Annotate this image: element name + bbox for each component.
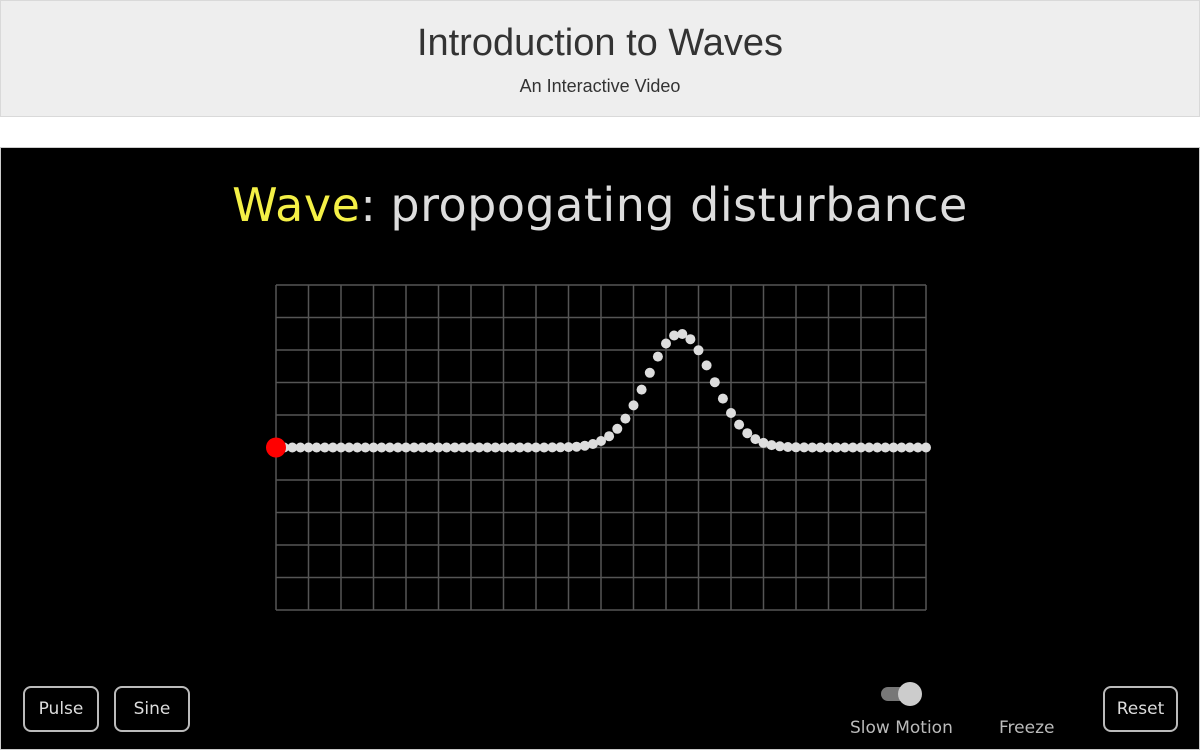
string-dot (376, 442, 387, 453)
string-dot (709, 377, 720, 388)
string-dot (522, 442, 533, 453)
string-dot (864, 442, 875, 453)
string-dot (758, 437, 769, 448)
title-definition: propogating disturbance (390, 178, 968, 232)
string-dot (644, 367, 655, 378)
string-dot (847, 442, 858, 453)
string-dot (661, 338, 671, 349)
string-dot (555, 442, 566, 453)
wave-simulation[interactable] (1, 148, 1199, 749)
title-colon: : (360, 178, 377, 232)
page-title: Introduction to Waves (416, 22, 784, 64)
string-dot (823, 442, 834, 453)
string-dots (266, 329, 931, 458)
string-dot (742, 428, 753, 439)
string-dot (831, 442, 842, 453)
string-dot (425, 442, 436, 453)
string-dot (726, 408, 736, 418)
string-dot (677, 329, 688, 339)
string-dot (474, 442, 485, 453)
string-dot (669, 330, 680, 341)
string-dot (750, 434, 761, 445)
string-dot (311, 442, 322, 453)
string-dot (888, 442, 899, 453)
string-dot (344, 442, 355, 453)
string-dot (579, 440, 590, 451)
wave-stage: Wave: propogating disturbance Pulse Sine … (0, 147, 1200, 750)
string-dot (807, 442, 818, 453)
string-dot (612, 423, 623, 434)
string-dot (799, 442, 810, 453)
source-dot (266, 437, 286, 458)
string-dot (368, 442, 379, 453)
string-dot (685, 334, 696, 345)
string-dot (774, 441, 785, 452)
string-dot (912, 442, 923, 453)
string-dot (490, 442, 501, 453)
string-dot (401, 442, 411, 453)
string-dot (506, 442, 517, 453)
string-dot (587, 439, 598, 449)
stage-title: Wave: propogating disturbance (1, 178, 1199, 232)
string-dot (441, 442, 452, 453)
string-dot (449, 442, 460, 453)
string-dot (571, 441, 582, 452)
string-dot (384, 442, 395, 453)
string-dot (303, 442, 314, 453)
string-dot (336, 442, 346, 453)
string-dot (596, 436, 606, 446)
slow-motion-label: Slow Motion (850, 718, 953, 738)
string-dot (921, 442, 931, 453)
string-dot (734, 419, 745, 430)
string-dot (904, 442, 915, 453)
string-dot (327, 442, 338, 453)
string-dot (295, 442, 306, 453)
string-dot (417, 442, 428, 453)
toggle-knob (898, 682, 922, 706)
string-dot (701, 360, 712, 371)
string-dot (880, 442, 891, 453)
string-dot (547, 442, 558, 453)
string-dot (514, 442, 525, 453)
string-dot (352, 442, 363, 453)
string-dot (466, 442, 476, 453)
string-dot (604, 431, 615, 442)
string-dot (360, 442, 371, 453)
string-dot (563, 442, 574, 453)
string-dot (628, 400, 639, 411)
string-dot (766, 440, 777, 451)
title-term: Wave (232, 178, 361, 232)
string-dot (457, 442, 468, 453)
string-dot (815, 442, 826, 453)
page-subtitle: An Interactive Video (519, 76, 681, 96)
string-dot (856, 442, 866, 453)
string-dot (791, 442, 801, 453)
string-dot (287, 442, 298, 453)
string-dot (539, 442, 550, 453)
string-dot (482, 442, 493, 453)
string-dot (652, 351, 663, 362)
freeze-button[interactable]: Freeze (999, 718, 1055, 738)
header: Introduction to Waves An Interactive Vid… (0, 0, 1200, 117)
string-dot (531, 442, 541, 453)
sine-button[interactable]: Sine (114, 686, 190, 732)
string-dot (392, 442, 403, 453)
pulse-button[interactable]: Pulse (23, 686, 99, 732)
string-dot (498, 442, 509, 453)
string-dot (433, 442, 444, 453)
string-dot (636, 384, 647, 395)
string-dot (839, 442, 850, 453)
string-dot (717, 393, 728, 404)
string-dot (620, 413, 631, 424)
string-dot (782, 442, 793, 452)
slow-motion-toggle[interactable] (879, 682, 923, 706)
string-dot (409, 442, 420, 453)
string-dot (896, 442, 907, 453)
string-dot (319, 442, 330, 453)
string-dot (693, 345, 704, 356)
reset-button[interactable]: Reset (1103, 686, 1178, 732)
string-dot (872, 442, 883, 453)
